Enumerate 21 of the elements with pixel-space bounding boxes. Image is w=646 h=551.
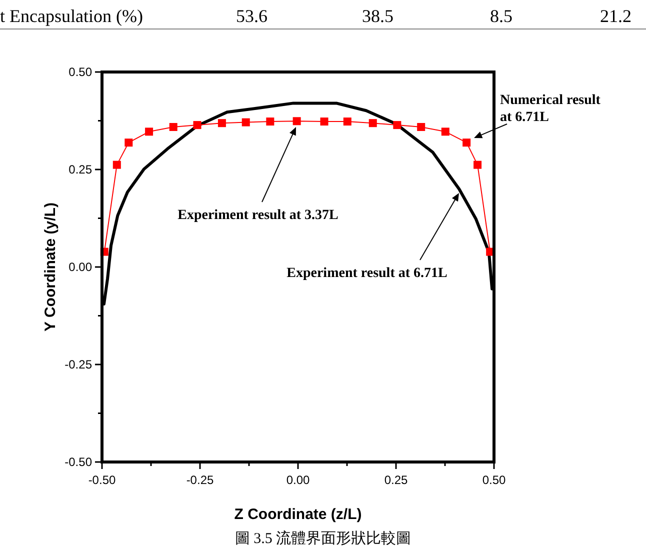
text: 21.2 [600,6,632,26]
text: 38.5 [362,6,394,26]
y-tick-label: 0.25 [68,162,92,176]
x-tick-label: -0.50 [88,473,116,487]
y-tick-label: -0.25 [64,358,92,372]
text: 53.6 [236,6,268,26]
y-axis-title: Y Coordinate (y/L) [42,202,59,332]
y-tick-label: 0.50 [68,65,92,79]
x-tick-label: -0.25 [186,473,214,487]
y-tick-label: 0.00 [68,260,92,274]
y-tick-label: -0.50 [64,455,92,469]
text: t Encapsulation (%) [0,6,143,26]
x-tick-label: 0.00 [286,473,310,487]
text: Numerical result at 6.71L [500,93,601,125]
x-tick-label: 0.25 [384,473,408,487]
text: 8.5 [490,6,512,26]
x-axis-title: Z Coordinate (z/L) [234,506,362,523]
x-tick-label: 0.50 [482,473,506,487]
annotation: Experiment result at 6.71L [286,266,448,281]
text: 圖 3.5 流體界面形狀比較圖 [234,530,412,547]
annotation: Experiment result at 3.37L [178,208,338,223]
